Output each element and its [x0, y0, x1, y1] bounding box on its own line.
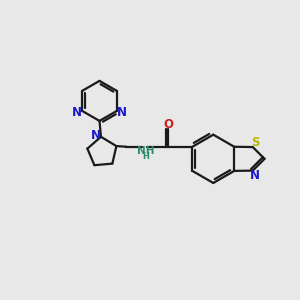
Text: N: N: [117, 106, 127, 118]
Text: N: N: [72, 106, 82, 118]
Text: NH: NH: [137, 146, 154, 157]
Text: S: S: [251, 136, 260, 148]
Text: O: O: [163, 118, 173, 131]
Text: N: N: [91, 129, 101, 142]
Text: N: N: [250, 169, 260, 182]
Text: H: H: [142, 152, 149, 161]
